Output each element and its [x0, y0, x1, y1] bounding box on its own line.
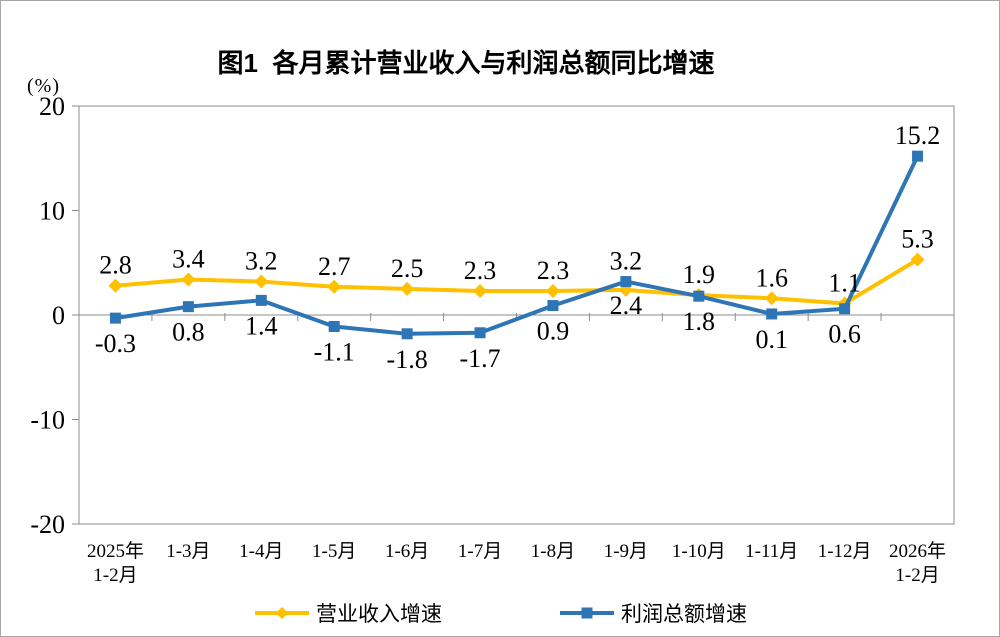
data-point-label: -1.1 [314, 337, 355, 366]
data-point-label: 0.8 [172, 318, 205, 347]
x-axis-tick-label: 1-3月 [166, 541, 210, 562]
x-axis-tick-label: 1-9月 [604, 541, 648, 562]
data-point-label: 3.2 [610, 247, 643, 276]
data-point-marker-square [547, 300, 559, 312]
data-point-label: 2.4 [610, 291, 643, 320]
data-point-marker-diamond [545, 283, 560, 298]
data-point-label: 0.1 [755, 325, 788, 354]
legend-item-revenue: 营业收入增速 [255, 598, 442, 628]
series-profit-line [113, 154, 920, 336]
data-point-marker-square [620, 276, 632, 288]
data-point-label: 15.2 [895, 121, 941, 150]
data-point-marker-square [109, 312, 121, 324]
data-point-marker-square [474, 327, 486, 339]
data-point-label: -1.7 [459, 344, 500, 373]
x-axis-tick-label: 1-7月 [458, 541, 502, 562]
data-point-marker-square [912, 150, 924, 162]
y-axis-tick-label: 20 [39, 92, 65, 121]
data-point-marker-square [839, 303, 851, 315]
data-point-label: 0.9 [537, 317, 570, 346]
x-axis-tick-label: 1-8月 [531, 541, 575, 562]
data-point-marker-square [693, 290, 705, 302]
y-axis-tick-label: -20 [30, 510, 65, 539]
data-point-marker-diamond [108, 278, 123, 293]
x-axis-tick-label: 1-12月 [818, 541, 872, 562]
data-point-marker-diamond [254, 274, 269, 289]
data-point-label: 2.8 [99, 251, 132, 280]
data-point-marker-square [182, 301, 194, 313]
legend-label-profit: 利润总额增速 [621, 602, 747, 626]
data-point-marker-diamond [400, 281, 415, 296]
series-revenue-line [113, 257, 920, 306]
y-axis-tick-label: 0 [52, 301, 65, 330]
data-point-marker-diamond [327, 279, 342, 294]
y-axis-unit-label: (%) [27, 75, 60, 97]
data-point-label: 5.3 [901, 225, 934, 254]
data-point-marker-square [328, 320, 340, 332]
x-axis-tick-label: 1-10月 [672, 541, 726, 562]
data-point-label: 2.5 [391, 254, 424, 283]
revenue-series-swatch-icon [255, 607, 309, 619]
data-point-label: 1.8 [683, 307, 716, 336]
data-point-label: 1.6 [755, 263, 788, 292]
x-axis-tick-label: 1-5月 [312, 541, 356, 562]
data-point-label: 0.6 [828, 320, 861, 349]
data-point-label: 2.3 [464, 256, 497, 285]
legend-swatch-square-marker [581, 607, 593, 619]
data-point-label: 3.4 [172, 244, 205, 273]
chart-title: 图1 各月累计营业收入与利润总额同比增速 [217, 48, 715, 78]
data-point-marker-square [766, 308, 778, 320]
x-axis-tick-label: 2025年 1-2月 [87, 540, 144, 586]
profit-series-swatch-icon [560, 607, 614, 619]
y-axis-tick-label: 10 [39, 197, 65, 226]
legend-item-profit: 利润总额增速 [560, 598, 747, 628]
data-point-marker-square [255, 294, 267, 306]
data-point-label: 2.3 [537, 256, 570, 285]
x-axis-tick-label: 2026年 1-2月 [889, 540, 946, 586]
y-axis-tick-label: -10 [30, 406, 65, 435]
data-point-label: -1.8 [387, 345, 428, 374]
legend-swatch-diamond-marker [275, 607, 289, 619]
x-axis-tick-label: 1-4月 [239, 541, 283, 562]
chart-legend: 营业收入增速 利润总额增速 [1, 598, 999, 628]
x-axis-tick-label: 1-6月 [385, 541, 429, 562]
data-point-label: 1.4 [245, 311, 278, 340]
data-point-label: 2.7 [318, 252, 351, 281]
data-point-marker-diamond [181, 272, 196, 287]
data-point-marker-diamond [764, 291, 779, 306]
x-axis-tick-label: 1-11月 [745, 541, 798, 562]
data-point-marker-diamond [473, 283, 488, 298]
data-point-label: 1.1 [828, 269, 861, 298]
legend-label-revenue: 营业收入增速 [316, 602, 442, 626]
data-point-label: 1.9 [683, 260, 716, 289]
data-point-label: -0.3 [95, 329, 136, 358]
data-point-label: 3.2 [245, 247, 278, 276]
data-point-marker-square [401, 328, 413, 340]
